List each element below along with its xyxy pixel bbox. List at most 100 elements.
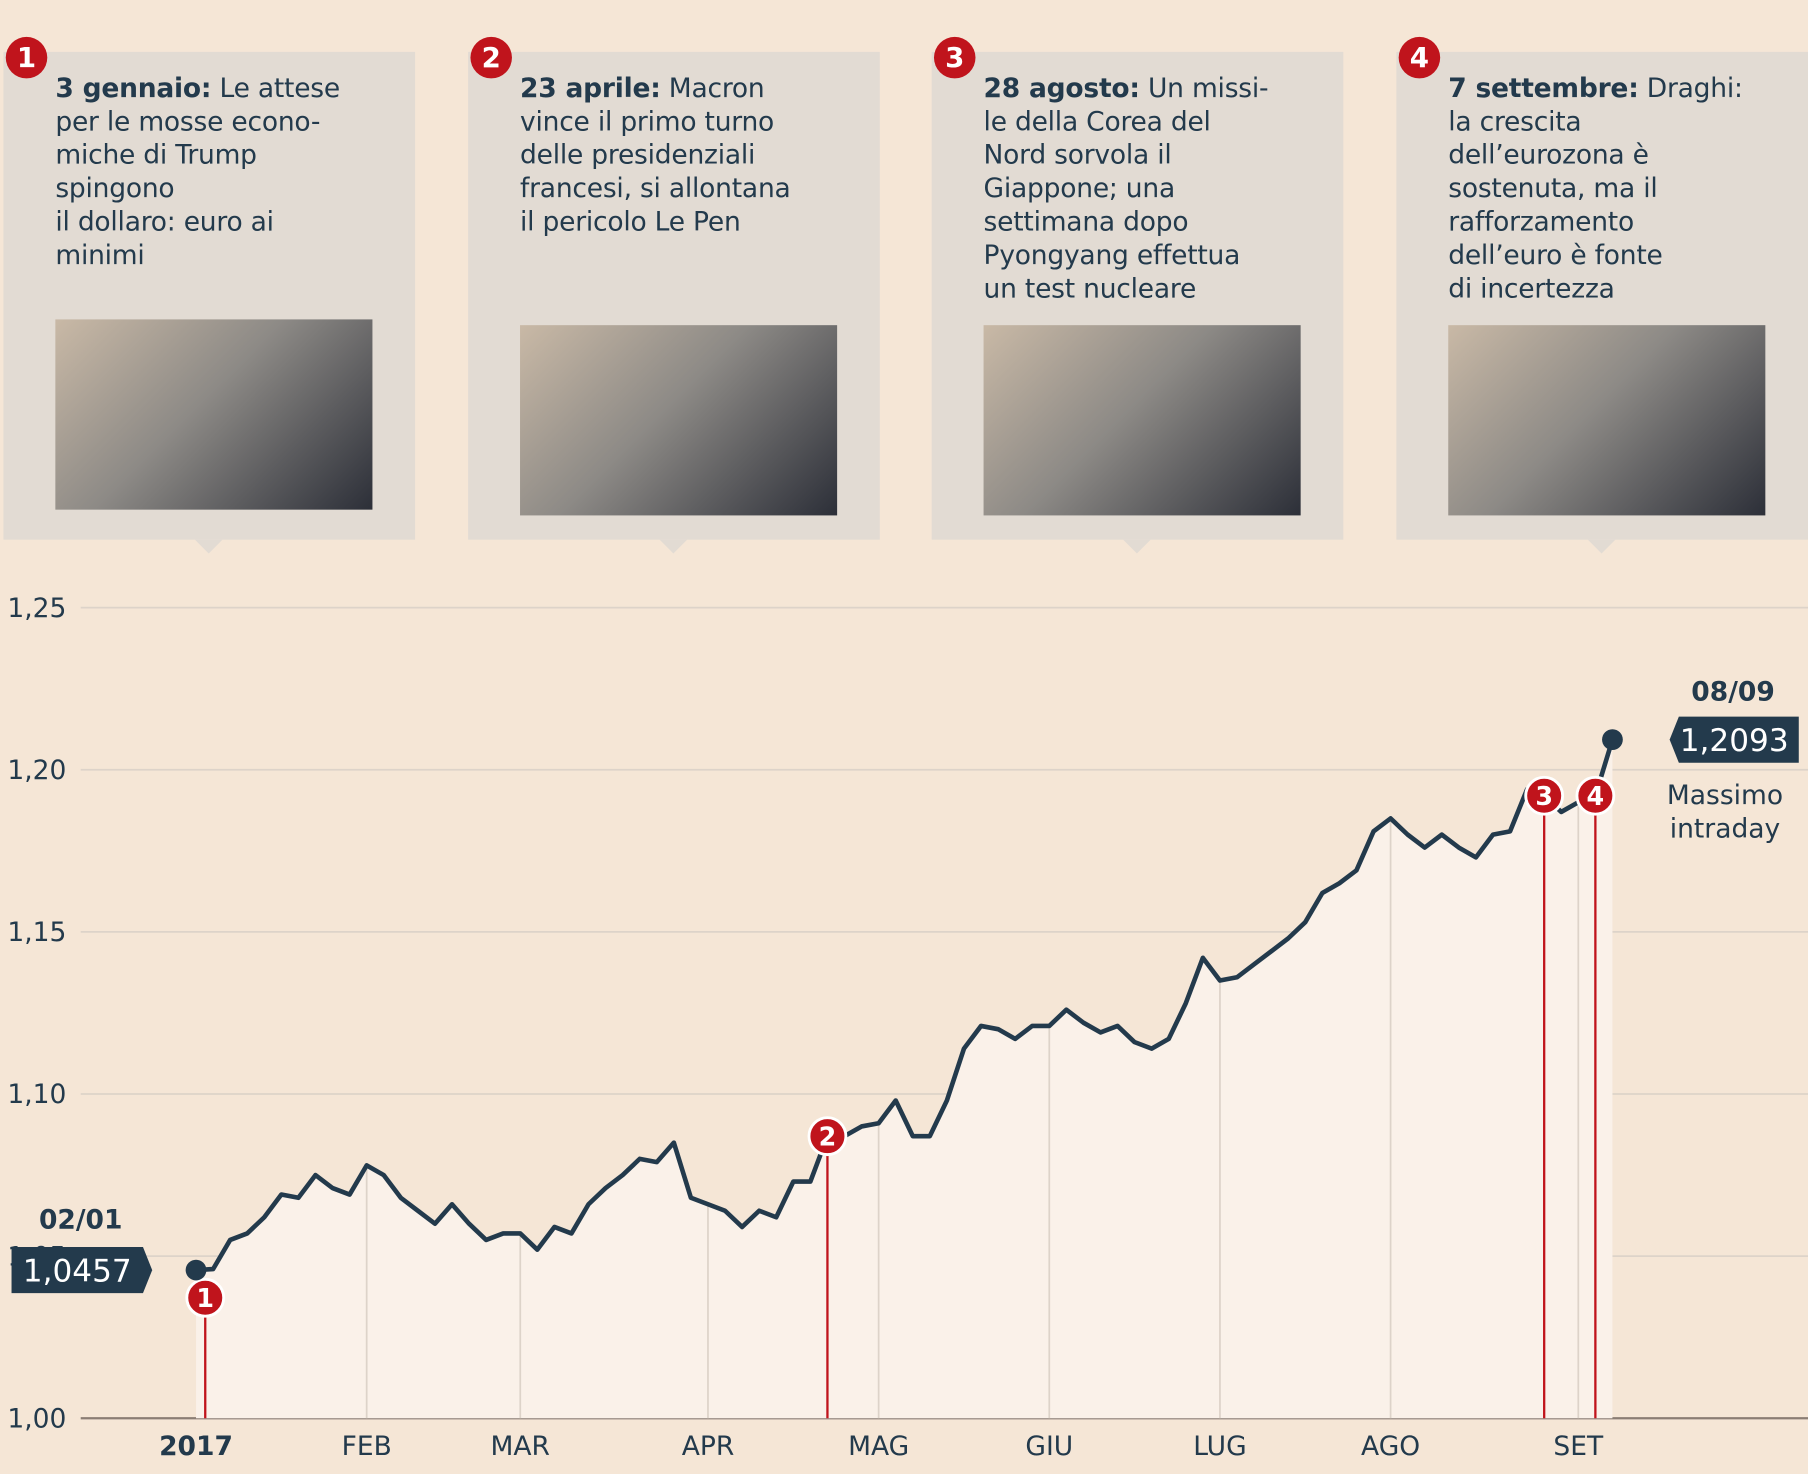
event-line-text: Pyongyang effettua	[983, 240, 1241, 271]
event-line-text: delle presidenziali	[520, 140, 756, 171]
event-line: le della Corea del	[984, 106, 1269, 139]
event-line-text: dell’eurozona è	[1448, 140, 1649, 171]
event-marker	[1575, 775, 1616, 816]
event-line-text: minimi	[55, 240, 145, 271]
x-tick-label: FEB	[342, 1431, 392, 1462]
event-photo	[983, 325, 1301, 516]
event-marker	[1524, 775, 1565, 816]
event-number: 1	[5, 36, 48, 79]
y-tick-label: 1,25	[7, 593, 66, 624]
event-line-text: di incertezza	[1448, 274, 1615, 305]
event-line-text: spingono	[55, 174, 175, 205]
end-note: intraday	[1670, 814, 1780, 845]
event-line: dell’eurozona è	[1448, 140, 1742, 173]
event-line: vince il primo turno	[520, 106, 791, 139]
event-line-text: le della Corea del	[983, 107, 1211, 138]
value-label: 1,0457	[23, 1254, 132, 1290]
event-line-text: Un missi-	[1147, 73, 1269, 104]
event-photo	[520, 325, 838, 516]
value-label: 1,2093	[1680, 723, 1789, 759]
event-line: delle presidenziali	[520, 140, 791, 173]
event-text: 28 agosto: Un missi-le della Corea del No…	[984, 73, 1269, 307]
event-line: un test nucleare	[984, 273, 1269, 306]
panel-pointer	[659, 539, 688, 554]
start-dot	[185, 1259, 207, 1281]
x-tick-label: APR	[682, 1431, 735, 1462]
y-tick-label: 1,10	[7, 1079, 66, 1110]
end-date: 08/09	[1691, 676, 1774, 707]
area	[196, 739, 1613, 1419]
event-text: 3 gennaio: Le attese per le mosse econo-m…	[55, 73, 340, 274]
event-line: settimana dopo	[984, 206, 1269, 239]
event-line: 3 gennaio: Le attese	[55, 73, 340, 106]
y-tick-label: 1,00	[7, 1403, 66, 1434]
event-number: 4	[1398, 36, 1441, 79]
event-line: francesi, si allontana	[520, 173, 791, 206]
event-line: minimi	[55, 240, 340, 273]
x-tick-label: GIU	[1025, 1431, 1073, 1462]
event-marker-number: 3	[1535, 781, 1553, 811]
event-line: Nord sorvola il	[984, 140, 1269, 173]
event-marker	[185, 1277, 226, 1318]
event-number: 3	[933, 36, 976, 79]
event-date: 3 gennaio:	[55, 73, 212, 104]
x-tick-label: 2017	[159, 1431, 233, 1462]
event-line-text: la crescita	[1448, 107, 1582, 138]
event-marker-number: 1	[196, 1283, 214, 1313]
value-label-box	[1669, 716, 1799, 763]
event-line: spingono	[55, 173, 340, 206]
event-date: 7 settembre:	[1448, 73, 1639, 104]
event-marker-number: 4	[1587, 781, 1605, 811]
event-line-text: Nord sorvola il	[983, 140, 1172, 171]
event-date: 28 agosto:	[983, 73, 1140, 104]
event-line-text: Draghi:	[1646, 73, 1743, 104]
line	[195, 738, 1615, 1273]
event-line-text: dell’euro è fonte	[1448, 240, 1663, 271]
event-line: rafforzamento	[1448, 206, 1742, 239]
event-photo	[1448, 325, 1766, 516]
event-panel: 3 28 agosto: Un missi-le della Corea del N…	[931, 36, 1344, 554]
start-date: 02/01	[39, 1205, 122, 1236]
event-line-text: miche di Trump	[55, 140, 257, 171]
event-line: 7 settembre: Draghi:	[1448, 73, 1743, 106]
event-line: il dollaro: euro ai	[55, 206, 340, 239]
event-line-text: il dollaro: euro ai	[55, 207, 274, 238]
event-date: 23 aprile:	[520, 73, 661, 104]
event-line-text: rafforzamento	[1448, 207, 1634, 238]
panel-pointer	[1587, 539, 1616, 554]
event-photo	[55, 319, 373, 510]
event-line: dell’euro è fonte	[1448, 240, 1742, 273]
event-line-text: francesi, si allontana	[520, 174, 791, 205]
event-line: di incertezza	[1448, 273, 1742, 306]
x-tick-label: MAR	[491, 1431, 550, 1462]
event-line: 23 aprile: Macron	[520, 73, 791, 106]
event-line: sostenuta, ma il	[1448, 173, 1742, 206]
event-marker-number: 2	[819, 1121, 837, 1151]
x-tick-label: LUG	[1193, 1431, 1246, 1462]
event-line-text: Macron	[668, 73, 765, 104]
event-line: 28 agosto: Un missi-	[984, 73, 1269, 106]
end-dot	[1602, 729, 1623, 751]
value-label-box	[11, 1247, 153, 1294]
panel-pointer	[194, 539, 223, 554]
event-panel: 2 23 aprile: Macron vince il primo turno de…	[468, 36, 880, 554]
event-line-text: sostenuta, ma il	[1448, 174, 1658, 205]
panel-pointer	[1123, 539, 1151, 554]
event-line-text: Le attese	[219, 73, 340, 104]
x-tick-label: MAG	[848, 1431, 909, 1462]
x-tick-label: SET	[1553, 1431, 1604, 1462]
event-line: la crescita	[1448, 106, 1742, 139]
event-line-text: vince il primo turno	[520, 107, 775, 138]
event-line: Pyongyang effettua	[984, 240, 1269, 273]
event-line: il pericolo Le Pen	[520, 206, 791, 239]
y-tick-label: 1,15	[7, 917, 66, 948]
event-line: Giappone; una	[984, 173, 1269, 206]
event-line-text: un test nucleare	[983, 274, 1197, 305]
event-text: 23 aprile: Macron vince il primo turno del…	[520, 73, 791, 240]
end-note: Massimo	[1667, 780, 1783, 811]
